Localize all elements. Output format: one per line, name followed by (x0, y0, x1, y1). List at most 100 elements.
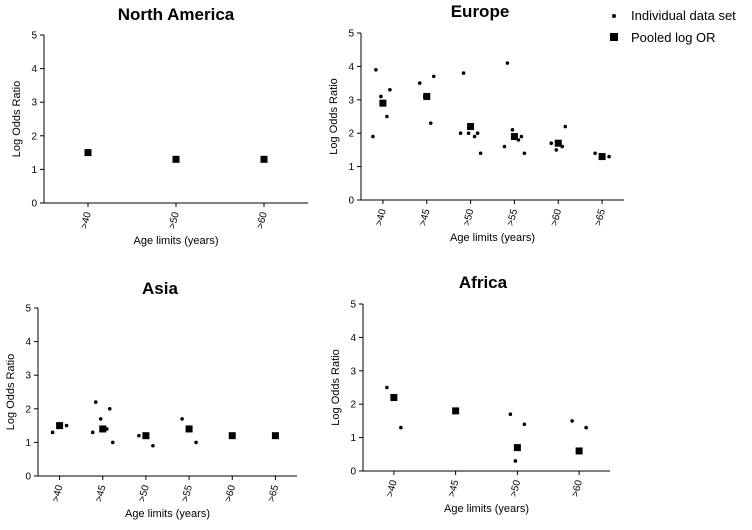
x-tick-label: >60 (549, 208, 564, 228)
x-tick-label: >45 (418, 208, 433, 228)
y-axis-label: Log Odds Ratio (5, 354, 17, 430)
individual-data-point (472, 134, 477, 139)
individual-data-point (478, 151, 483, 156)
individual-data-point (64, 423, 69, 428)
legend-dot-marker (612, 14, 616, 18)
panel-north-america: North America 0 1 2 3 4 5 >40 >50 >60 Age limits (… (11, 5, 308, 247)
individual-data-point (570, 419, 574, 423)
individual-data-point (151, 443, 155, 448)
y-tick-label: 2 (25, 404, 31, 415)
y-tick-label: 3 (350, 366, 356, 377)
y-tick-label: 1 (348, 162, 354, 173)
x-tick-label: >45 (94, 484, 109, 504)
individual-data-point (93, 400, 98, 404)
x-tick-label: >60 (223, 484, 238, 504)
panel-europe: Europe 0 1 2 3 4 5 >40 >45 >50 >55 >60 >65 Age limits… (328, 2, 624, 244)
y-tick-label: 4 (25, 337, 31, 348)
y-tick-label: 4 (350, 333, 356, 344)
individual-data-point (510, 128, 515, 132)
individual-data-point (385, 114, 389, 119)
y-tick-label: 1 (350, 433, 356, 444)
individual-data-point (522, 151, 527, 156)
individual-data-point (549, 141, 554, 146)
x-axis-label: Age limits (years) (444, 503, 529, 515)
individual-data-point (90, 430, 95, 435)
individual-data-point (522, 422, 527, 427)
individual-data-point (137, 433, 141, 438)
panel-title-africa: Africa (459, 273, 508, 292)
individual-data-point (374, 67, 378, 72)
y-tick-label: 0 (348, 196, 354, 207)
individual-data-point (50, 430, 55, 435)
y-tick-label: 2 (31, 131, 37, 142)
pooled-or-marker (575, 447, 583, 455)
individual-data-point (180, 417, 184, 421)
individual-data-point (431, 74, 436, 79)
individual-data-point (475, 131, 480, 135)
y-axis-label: Log Odds Ratio (11, 81, 23, 157)
y-axis-label: Log Odds Ratio (330, 349, 342, 425)
legend-label-individual: Individual data set (631, 8, 736, 23)
x-tick-label: >50 (461, 208, 476, 228)
pooled-or-marker (554, 139, 562, 147)
pooled-or-marker (513, 444, 521, 452)
individual-data-point (417, 81, 422, 85)
individual-data-point (98, 417, 103, 421)
x-axis-label: Age limits (years) (125, 508, 210, 520)
y-tick-label: 4 (31, 64, 37, 75)
pooled-or-marker (510, 133, 518, 141)
y-tick-label: 3 (31, 98, 37, 109)
y-axis-label: Log Odds Ratio (328, 78, 340, 154)
panel-asia: Asia 0 1 2 3 4 5 >40 >45 >50 >55 >60 >65 Age limits (… (5, 279, 297, 520)
individual-data-point (563, 124, 568, 129)
panel-title-europe: Europe (451, 2, 510, 21)
pooled-or-marker (185, 425, 193, 433)
panel-africa: Africa 0 1 2 3 4 5 >40 >45 >50 >60 Age limits (year… (330, 273, 610, 515)
individual-data-point (508, 412, 513, 417)
x-tick-label: >55 (505, 208, 520, 228)
y-tick-label: 5 (25, 304, 31, 315)
pooled-or-marker (271, 432, 279, 440)
individual-data-point (371, 134, 375, 139)
x-tick-label: >60 (570, 479, 585, 499)
pooled-or-marker (423, 92, 431, 100)
pooled-or-marker (172, 155, 180, 163)
y-tick-label: 5 (348, 29, 354, 40)
x-tick-label: >50 (167, 211, 182, 231)
individual-data-point (388, 87, 392, 92)
pooled-or-marker (84, 149, 92, 157)
individual-data-point (502, 144, 507, 149)
y-tick-label: 1 (25, 438, 31, 449)
pooled-or-marker (260, 155, 268, 163)
individual-data-point (607, 154, 611, 159)
individual-data-point (428, 121, 433, 125)
individual-data-point (385, 385, 389, 390)
x-axis-label: Age limits (years) (134, 235, 219, 247)
pooled-or-marker (390, 394, 398, 402)
y-tick-label: 2 (350, 400, 356, 411)
x-tick-label: >60 (255, 211, 270, 231)
y-tick-label: 5 (350, 300, 356, 311)
x-tick-label: >55 (180, 484, 195, 504)
individual-data-point (513, 459, 518, 463)
x-tick-label: >45 (447, 479, 462, 499)
x-tick-label: >50 (508, 479, 523, 499)
x-tick-label: >40 (79, 211, 94, 231)
x-tick-label: >50 (137, 484, 152, 504)
pooled-or-marker (452, 407, 460, 415)
individual-data-point (593, 151, 597, 156)
pooled-or-marker (142, 432, 150, 440)
pooled-or-marker (379, 99, 387, 107)
x-tick-label: >40 (385, 479, 400, 499)
legend-label-pooled: Pooled log OR (631, 30, 716, 45)
x-tick-label: >40 (50, 484, 65, 504)
pooled-or-marker (598, 153, 606, 161)
individual-data-point (399, 425, 403, 430)
individual-data-point (584, 425, 588, 430)
individual-data-point (110, 440, 115, 445)
individual-data-point (461, 71, 466, 75)
x-axis-label: Age limits (years) (450, 232, 535, 244)
y-tick-label: 1 (31, 165, 37, 176)
y-tick-label: 5 (31, 31, 37, 42)
